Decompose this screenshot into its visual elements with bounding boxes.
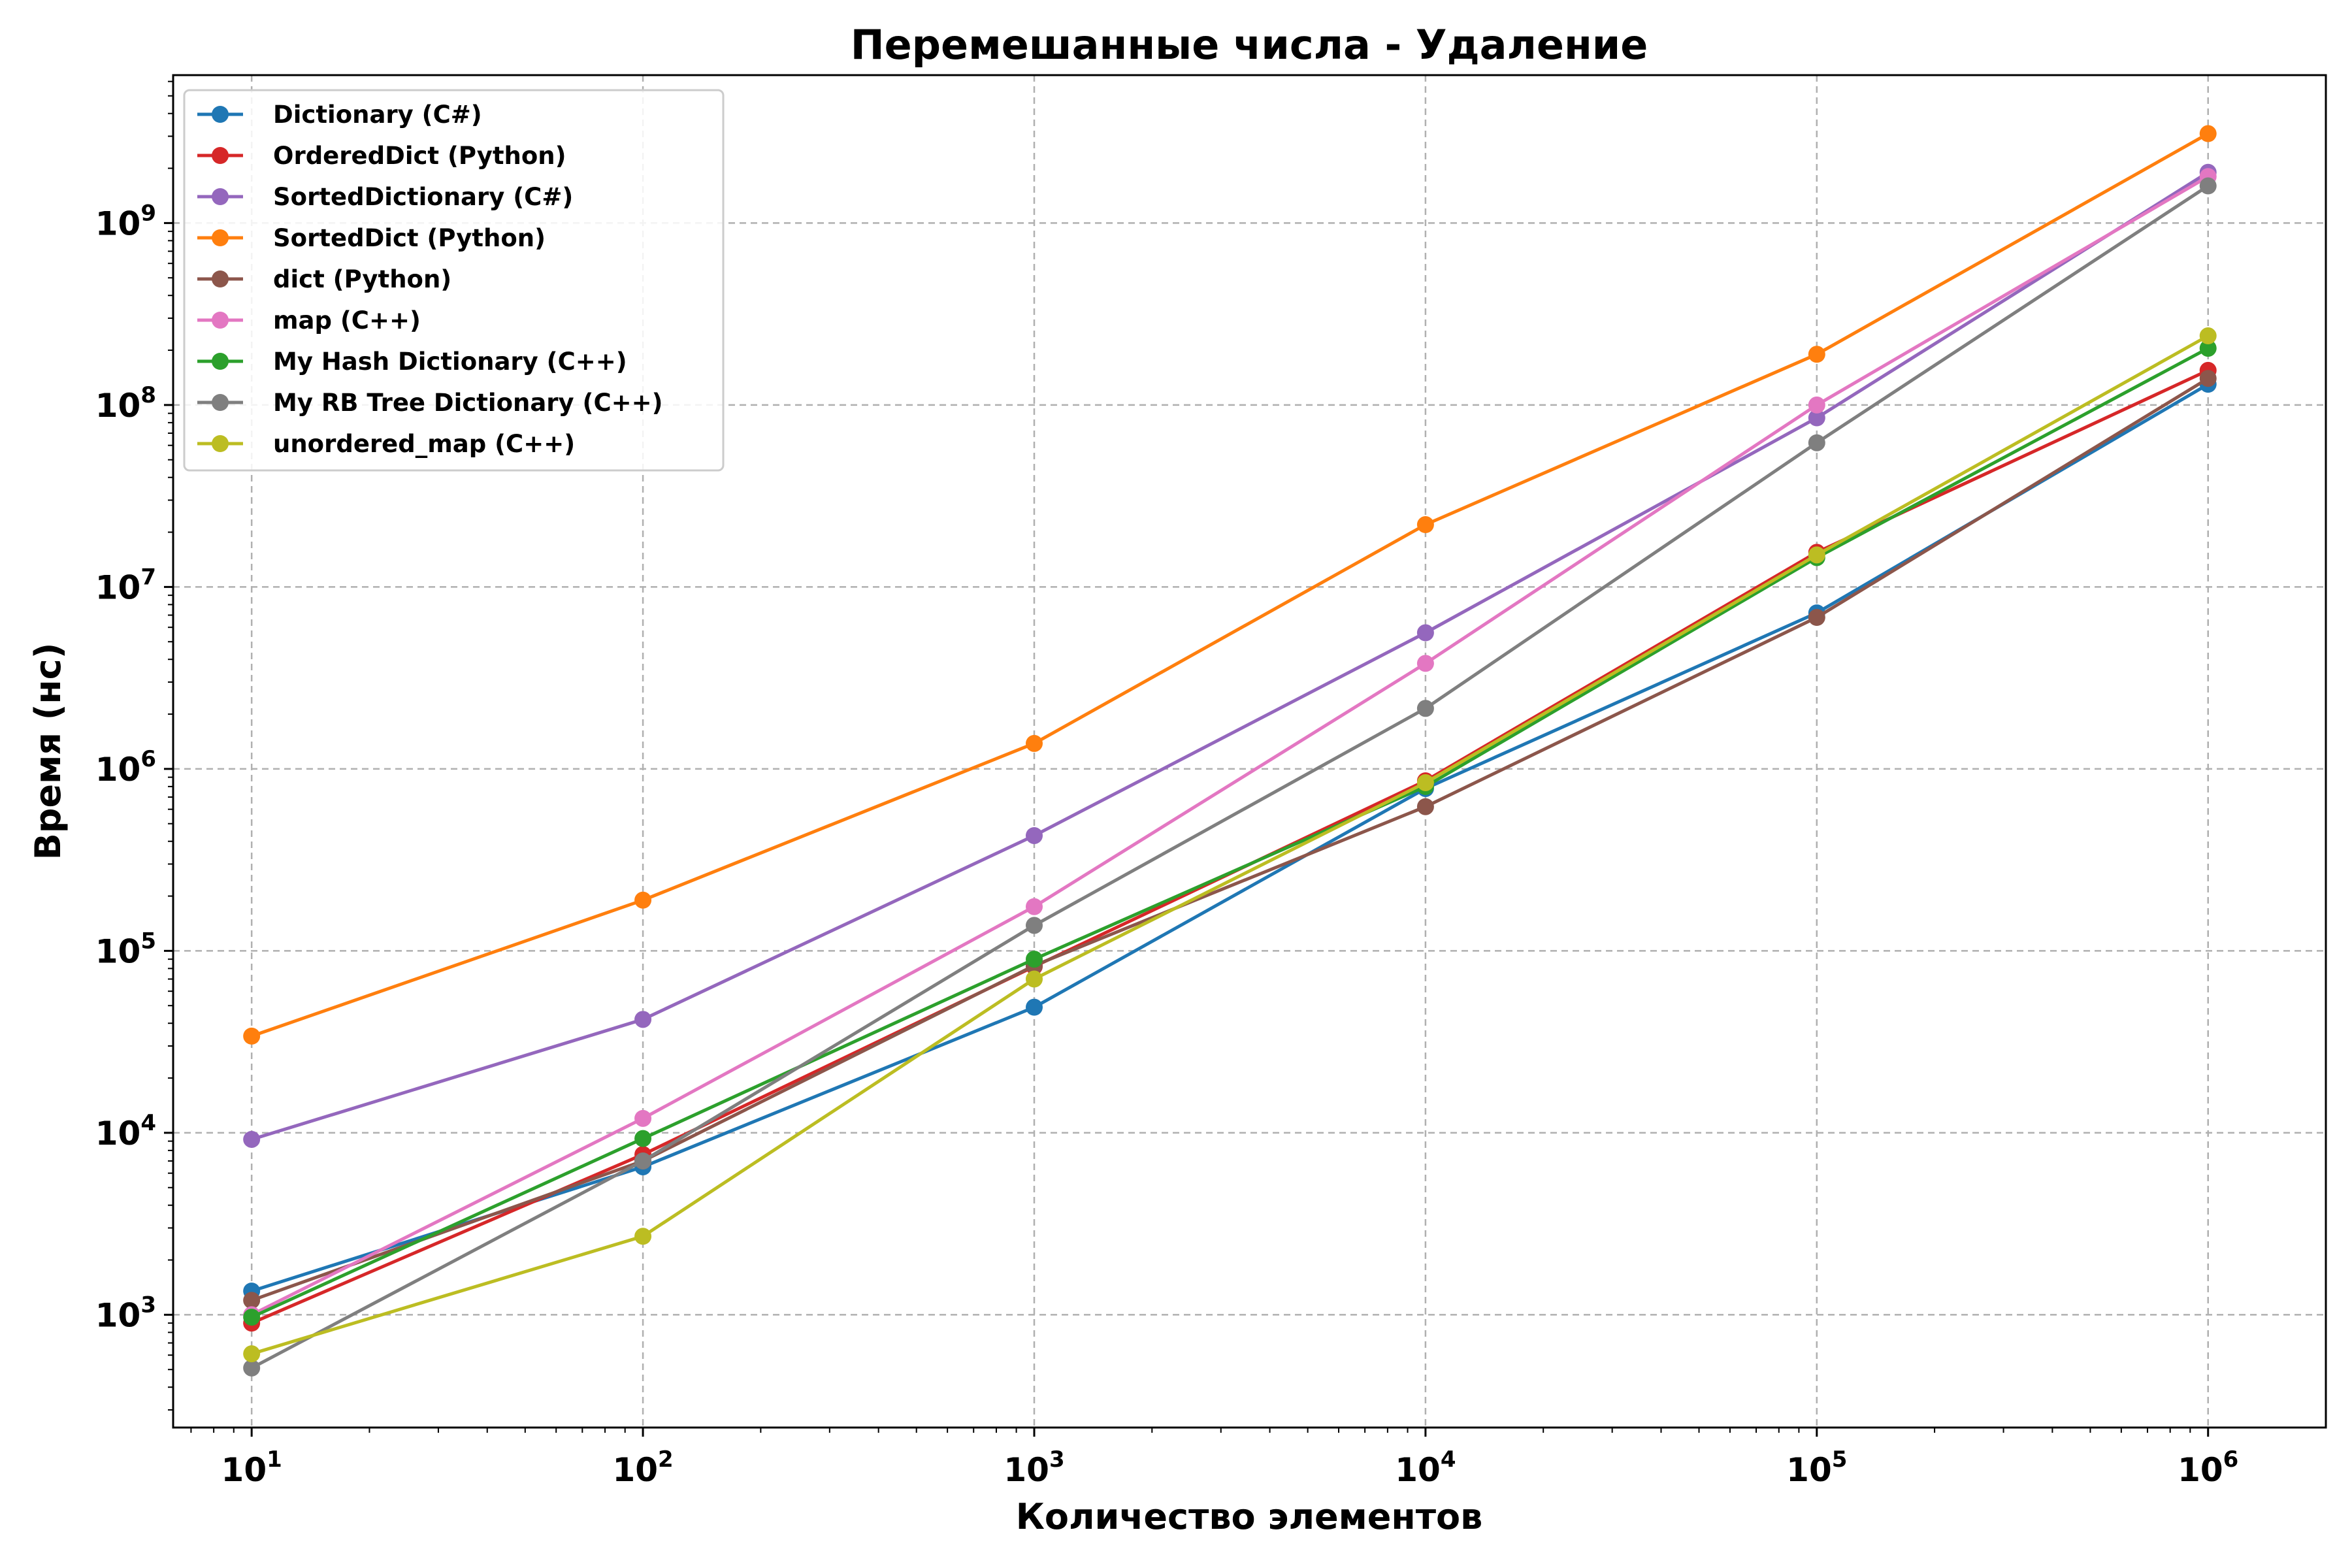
series-line: [251, 175, 2209, 1316]
plot-area-frame: [172, 74, 2327, 1429]
legend-entry: My Hash Dictionary (C++): [197, 348, 627, 376]
y-tick-label: 104: [95, 1110, 156, 1152]
x-tick-label: 104: [1395, 1446, 1456, 1489]
legend-entry: SortedDict (Python): [197, 224, 546, 252]
series-line: [251, 171, 2210, 1141]
legend-label: My Hash Dictionary (C++): [273, 348, 627, 376]
data-point: [1808, 409, 1825, 427]
series-line: [251, 184, 2210, 1370]
x-tick-label: 105: [1786, 1446, 1847, 1489]
data-point: [1025, 951, 1043, 968]
legend-label: unordered_map (C++): [273, 430, 575, 458]
legend-marker: [212, 312, 229, 329]
data-point: [1808, 346, 1825, 363]
legend-entry: Dictionary (C#): [197, 101, 482, 129]
y-tick-label: 107: [95, 564, 156, 606]
data-point: [1416, 700, 1434, 717]
series-line: [251, 132, 2209, 1038]
legend-entry: My RB Tree Dictionary (C++): [197, 389, 663, 417]
x-axis: 101 102 103 104 105 106: [190, 1428, 2238, 1489]
data-point: [1808, 609, 1825, 627]
series-2: [243, 163, 2217, 1148]
y-tick-label: 109: [95, 200, 156, 242]
series-line: [251, 377, 2210, 1302]
data-point: [1808, 434, 1825, 451]
data-point: [634, 1109, 652, 1127]
series-7: [243, 177, 2217, 1377]
legend-marker: [212, 394, 229, 411]
data-point: [634, 1011, 652, 1028]
legend-marker: [212, 106, 229, 123]
legend-marker: [212, 270, 229, 287]
data-point: [1025, 826, 1043, 844]
legend-marker: [212, 229, 229, 246]
series-8: [243, 327, 2217, 1363]
legend-label: My RB Tree Dictionary (C++): [273, 389, 663, 417]
x-axis-label: Количество элементов: [1016, 1496, 1483, 1537]
legend-label: Dictionary (C#): [273, 101, 482, 129]
data-point: [1808, 396, 1825, 414]
x-tick-label: 101: [221, 1446, 282, 1489]
series-line: [251, 346, 2209, 1319]
x-tick-label: 102: [612, 1446, 673, 1489]
data-point: [243, 1309, 261, 1326]
x-tick-label: 103: [1004, 1446, 1064, 1489]
series-line: [251, 383, 2209, 1293]
y-tick-label: 108: [95, 382, 156, 425]
data-point: [2199, 327, 2217, 345]
legend-label: map (C++): [273, 306, 421, 335]
data-point: [2199, 125, 2217, 142]
data-point: [2199, 370, 2217, 387]
data-point: [1025, 970, 1043, 988]
y-tick-label: 106: [95, 746, 156, 789]
legend-label: SortedDict (Python): [273, 224, 546, 252]
data-point: [634, 891, 652, 909]
data-point: [1416, 655, 1434, 672]
series-layer: [243, 125, 2217, 1377]
series-line: [251, 334, 2209, 1356]
data-point: [243, 1359, 261, 1377]
data-point: [1416, 624, 1434, 642]
legend-entry: OrderedDict (Python): [197, 142, 566, 170]
data-point: [1025, 898, 1043, 915]
data-point: [1025, 734, 1043, 752]
y-axis-label: Время (нс): [27, 643, 69, 860]
legend-label: SortedDictionary (C#): [273, 183, 573, 211]
legend-marker: [212, 435, 229, 452]
chart-title: Перемешанные числа - Удаление: [851, 21, 1648, 69]
y-tick-label: 105: [95, 928, 156, 970]
legend-entry: unordered_map (C++): [197, 430, 575, 458]
data-point: [2199, 340, 2217, 357]
data-point: [243, 1130, 261, 1148]
legend-marker: [212, 188, 229, 205]
data-point: [634, 1130, 652, 1147]
legend-marker: [212, 353, 229, 370]
series-4: [243, 370, 2217, 1309]
legend-box: [183, 89, 725, 472]
data-point: [1025, 917, 1043, 934]
legend-label: OrderedDict (Python): [273, 142, 566, 170]
x-tick-label: 106: [2178, 1446, 2238, 1489]
data-point: [1416, 516, 1434, 534]
data-point: [634, 1152, 652, 1170]
data-point: [1808, 546, 1825, 564]
data-point: [243, 1292, 261, 1309]
data-point: [243, 1027, 261, 1045]
y-tick-label: 103: [95, 1292, 156, 1334]
legend: Dictionary (C#) OrderedDict (Python) Sorte…: [183, 89, 725, 472]
legend-entry: map (C++): [197, 306, 421, 335]
legend-entry: SortedDictionary (C#): [197, 183, 573, 211]
data-point: [1416, 774, 1434, 791]
data-point: [634, 1228, 652, 1245]
data-point: [243, 1345, 261, 1363]
series-3: [243, 125, 2217, 1045]
legend-label: dict (Python): [273, 265, 451, 293]
legend-entry: dict (Python): [197, 265, 451, 293]
data-point: [1025, 998, 1043, 1016]
data-point: [2199, 177, 2217, 195]
legend-marker: [212, 147, 229, 164]
data-point: [1416, 798, 1434, 815]
y-axis: 103 104 105 106 107 108 109: [95, 80, 173, 1411]
